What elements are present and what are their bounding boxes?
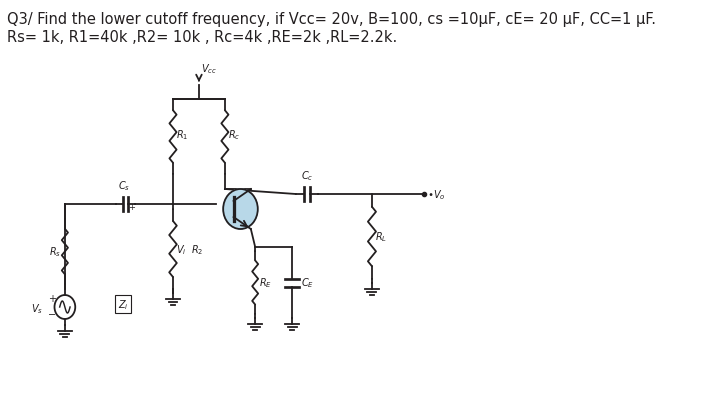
Text: $V_{cc}$: $V_{cc}$ [201,62,217,76]
Circle shape [223,190,258,229]
Text: Q3/ Find the lower cutoff frequency, if Vcc= 20v, B=100, cs =10μF, cE= 20 μF, CC: Q3/ Find the lower cutoff frequency, if … [7,12,656,27]
Text: $R_L$: $R_L$ [375,230,387,244]
Text: $V_s$: $V_s$ [31,301,43,315]
Text: $R_E$: $R_E$ [258,276,271,290]
Text: $Z_i$: $Z_i$ [118,298,129,311]
Text: $C_E$: $C_E$ [301,276,314,290]
Text: $C_c$: $C_c$ [301,169,313,182]
Text: $R_1$: $R_1$ [176,128,189,142]
Text: $V_i$  $R_2$: $V_i$ $R_2$ [176,243,204,256]
Text: +: + [48,293,56,303]
Text: $R_s$: $R_s$ [49,245,61,259]
Text: $\bullet V_o$: $\bullet V_o$ [427,188,446,201]
Text: $-$: $-$ [48,307,56,317]
Text: $C_s$: $C_s$ [117,179,130,192]
Text: $R_c$: $R_c$ [228,128,240,142]
Text: +: + [128,203,135,211]
Text: Rs= 1k, R1=40k ,R2= 10k , Rc=4k ,RE=2k ,RL=2.2k.: Rs= 1k, R1=40k ,R2= 10k , Rc=4k ,RE=2k ,… [7,30,397,45]
